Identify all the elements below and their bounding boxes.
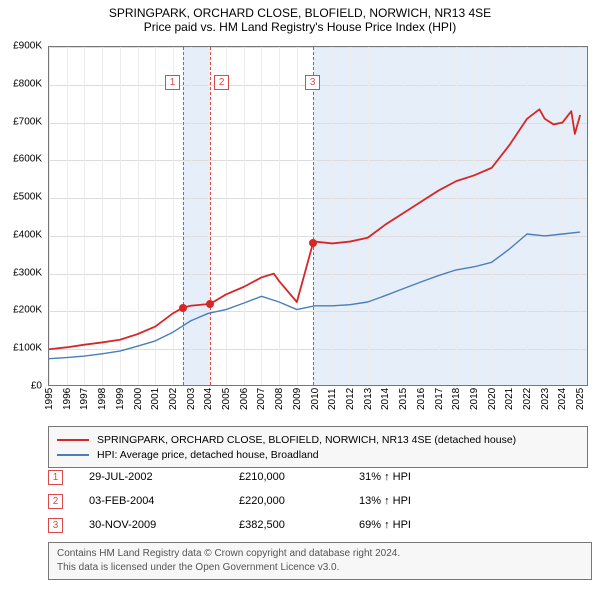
x-tick-label: 2013 xyxy=(363,388,374,410)
y-tick-label: £500K xyxy=(13,192,42,203)
x-tick-label: 2010 xyxy=(310,388,321,410)
event-row: 2 03-FEB-2004£220,00013% ↑ HPI xyxy=(48,489,588,513)
title-main: SPRINGPARK, ORCHARD CLOSE, BLOFIELD, NOR… xyxy=(0,6,600,20)
event-marker-box: 2 xyxy=(214,75,229,90)
y-tick-label: £700K xyxy=(13,116,42,127)
y-tick-label: £800K xyxy=(13,78,42,89)
x-tick-label: 1997 xyxy=(79,388,90,410)
event-pct: 31% ↑ HPI xyxy=(359,471,459,483)
event-price: £382,500 xyxy=(239,519,359,531)
event-date: 30-NOV-2009 xyxy=(89,519,239,531)
x-tick-label: 2016 xyxy=(416,388,427,410)
event-row: 3 30-NOV-2009£382,50069% ↑ HPI xyxy=(48,513,588,537)
event-marker-box: 1 xyxy=(165,75,180,90)
x-tick-label: 2008 xyxy=(274,388,285,410)
x-tick-label: 2025 xyxy=(575,388,586,410)
title-sub: Price paid vs. HM Land Registry's House … xyxy=(0,20,600,34)
event-number-box: 1 xyxy=(48,470,63,485)
event-price: £210,000 xyxy=(239,471,359,483)
legend-item: HPI: Average price, detached house, Broa… xyxy=(57,447,579,462)
x-tick-label: 2017 xyxy=(434,388,445,410)
x-tick-label: 2009 xyxy=(292,388,303,410)
legend-item: SPRINGPARK, ORCHARD CLOSE, BLOFIELD, NOR… xyxy=(57,432,579,447)
event-date: 03-FEB-2004 xyxy=(89,495,239,507)
legend-swatch xyxy=(57,439,89,441)
legend-swatch xyxy=(57,454,89,456)
y-axis-labels: £0£100K£200K£300K£400K£500K£600K£700K£80… xyxy=(0,46,44,386)
y-tick-label: £900K xyxy=(13,41,42,52)
footer-attribution: Contains HM Land Registry data © Crown c… xyxy=(48,542,592,580)
x-tick-label: 1998 xyxy=(97,388,108,410)
legend: SPRINGPARK, ORCHARD CLOSE, BLOFIELD, NOR… xyxy=(48,426,588,468)
y-tick-label: £100K xyxy=(13,343,42,354)
events-table: 1 29-JUL-2002£210,00031% ↑ HPI 2 03-FEB-200… xyxy=(48,465,588,537)
x-tick-label: 2003 xyxy=(186,388,197,410)
legend-label: SPRINGPARK, ORCHARD CLOSE, BLOFIELD, NOR… xyxy=(97,434,516,446)
x-tick-label: 2012 xyxy=(345,388,356,410)
x-tick-label: 2005 xyxy=(221,388,232,410)
x-tick-label: 2014 xyxy=(380,388,391,410)
event-row: 1 29-JUL-2002£210,00031% ↑ HPI xyxy=(48,465,588,489)
event-marker-box: 3 xyxy=(305,75,320,90)
series-line xyxy=(49,109,580,349)
event-dot xyxy=(309,239,317,247)
event-date: 29-JUL-2002 xyxy=(89,471,239,483)
x-tick-label: 2023 xyxy=(540,388,551,410)
event-price: £220,000 xyxy=(239,495,359,507)
footer-line2: This data is licensed under the Open Gov… xyxy=(57,561,583,575)
y-tick-label: £300K xyxy=(13,267,42,278)
x-tick-label: 2022 xyxy=(522,388,533,410)
x-tick-label: 2004 xyxy=(203,388,214,410)
x-tick-label: 2024 xyxy=(557,388,568,410)
y-tick-label: £600K xyxy=(13,154,42,165)
footer-line1: Contains HM Land Registry data © Crown c… xyxy=(57,547,583,561)
x-tick-label: 2020 xyxy=(487,388,498,410)
event-pct: 13% ↑ HPI xyxy=(359,495,459,507)
y-tick-label: £200K xyxy=(13,305,42,316)
chart-titles: SPRINGPARK, ORCHARD CLOSE, BLOFIELD, NOR… xyxy=(0,0,600,34)
y-tick-label: £0 xyxy=(31,381,42,392)
y-tick-label: £400K xyxy=(13,229,42,240)
event-dot xyxy=(179,304,187,312)
event-number-box: 2 xyxy=(48,494,63,509)
x-axis-labels: 1995199619971998199920002001200220032004… xyxy=(48,388,588,424)
event-pct: 69% ↑ HPI xyxy=(359,519,459,531)
x-tick-label: 2006 xyxy=(239,388,250,410)
x-tick-label: 2000 xyxy=(133,388,144,410)
event-number-box: 3 xyxy=(48,518,63,533)
x-tick-label: 2021 xyxy=(504,388,515,410)
x-tick-label: 1995 xyxy=(44,388,55,410)
event-dot xyxy=(206,300,214,308)
x-tick-label: 2001 xyxy=(150,388,161,410)
plot-area: 1 2 3 xyxy=(48,46,588,386)
x-tick-label: 1999 xyxy=(115,388,126,410)
legend-label: HPI: Average price, detached house, Broa… xyxy=(97,449,319,461)
x-tick-label: 2019 xyxy=(469,388,480,410)
x-tick-label: 2007 xyxy=(256,388,267,410)
x-tick-label: 2002 xyxy=(168,388,179,410)
x-tick-label: 2015 xyxy=(398,388,409,410)
x-tick-label: 2018 xyxy=(451,388,462,410)
x-tick-label: 1996 xyxy=(62,388,73,410)
x-tick-label: 2011 xyxy=(327,388,338,410)
series-line xyxy=(49,232,580,359)
